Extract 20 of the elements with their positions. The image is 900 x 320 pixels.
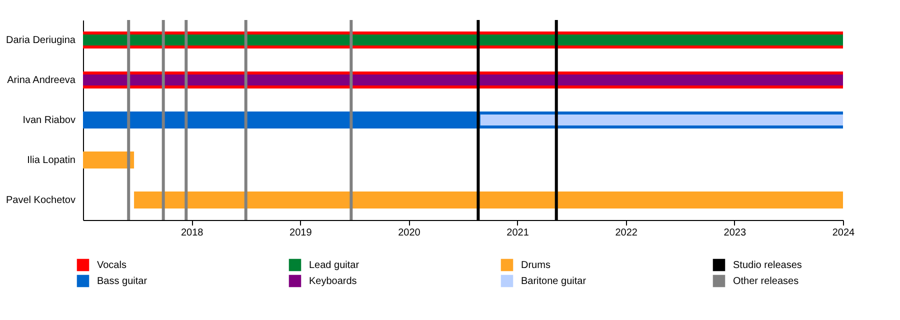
- legend-label: Other releases: [733, 276, 799, 287]
- legend-label: Baritone guitar: [521, 276, 587, 287]
- legend-label: Vocals: [97, 260, 126, 271]
- y-tick-label: Daria Deriugina: [6, 35, 76, 46]
- x-tick-label: 2024: [832, 228, 856, 238]
- legend-label: Lead guitar: [309, 260, 360, 271]
- legend-label: Studio releases: [733, 260, 802, 271]
- x-tick-label: 2018: [180, 228, 204, 238]
- x-tick-label: 2021: [506, 228, 530, 238]
- y-tick-label: Ivan Riabov: [22, 115, 76, 126]
- y-tick-label: Pavel Kochetov: [6, 195, 76, 206]
- y-tick-label: Arina Andreeva: [7, 75, 76, 86]
- x-tick-label: 2020: [398, 228, 421, 238]
- x-tick-label: 2019: [290, 228, 312, 238]
- x-tick-label: 2022: [615, 228, 638, 238]
- legend-label: Drums: [521, 260, 550, 271]
- x-tick-label: 2023: [724, 228, 746, 238]
- legend-label: Keyboards: [309, 276, 357, 287]
- y-tick-label: Ilia Lopatin: [27, 155, 76, 166]
- legend-label: Bass guitar: [97, 276, 148, 287]
